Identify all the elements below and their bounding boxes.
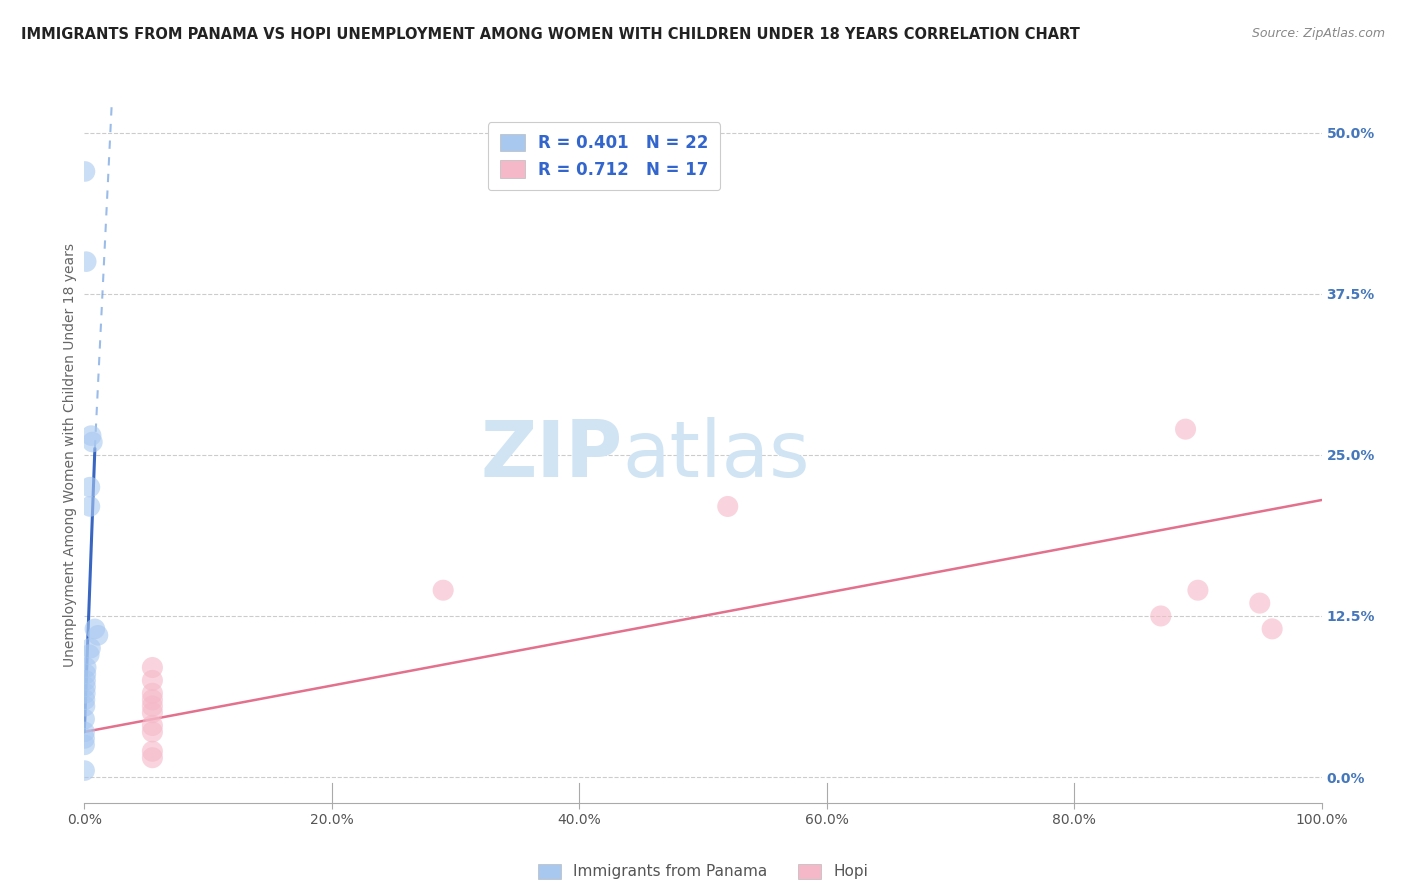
Point <box>141 660 163 674</box>
Point <box>75 673 97 688</box>
Point <box>73 731 96 746</box>
Point <box>1187 583 1209 598</box>
Legend: Immigrants from Panama, Hopi: Immigrants from Panama, Hopi <box>531 857 875 886</box>
Point <box>432 583 454 598</box>
Point <box>141 750 163 764</box>
Point <box>141 706 163 720</box>
Point <box>75 254 97 268</box>
Text: ZIP: ZIP <box>481 417 623 493</box>
Point <box>79 641 101 656</box>
Point <box>73 164 96 178</box>
Text: IMMIGRANTS FROM PANAMA VS HOPI UNEMPLOYMENT AMONG WOMEN WITH CHILDREN UNDER 18 Y: IMMIGRANTS FROM PANAMA VS HOPI UNEMPLOYM… <box>21 27 1080 42</box>
Point <box>79 500 101 514</box>
Point <box>82 435 104 450</box>
Point <box>75 686 97 700</box>
Point <box>141 718 163 732</box>
Point <box>1150 609 1173 624</box>
Point <box>75 680 97 694</box>
Y-axis label: Unemployment Among Women with Children Under 18 years: Unemployment Among Women with Children U… <box>63 243 77 667</box>
Point <box>75 667 97 681</box>
Point <box>73 699 96 714</box>
Point <box>73 712 96 726</box>
Point <box>79 480 101 494</box>
Point <box>73 725 96 739</box>
Point <box>141 725 163 739</box>
Point <box>73 692 96 706</box>
Point <box>75 660 97 674</box>
Point <box>73 738 96 752</box>
Point <box>1249 596 1271 610</box>
Point <box>141 744 163 758</box>
Point <box>141 686 163 700</box>
Point <box>1174 422 1197 436</box>
Point <box>141 692 163 706</box>
Point <box>141 699 163 714</box>
Point <box>83 622 105 636</box>
Point <box>1261 622 1284 636</box>
Point <box>717 500 740 514</box>
Point <box>80 428 103 442</box>
Point <box>73 764 96 778</box>
Text: atlas: atlas <box>623 417 810 493</box>
Text: Source: ZipAtlas.com: Source: ZipAtlas.com <box>1251 27 1385 40</box>
Point <box>79 648 101 662</box>
Point <box>141 673 163 688</box>
Point <box>87 628 110 642</box>
